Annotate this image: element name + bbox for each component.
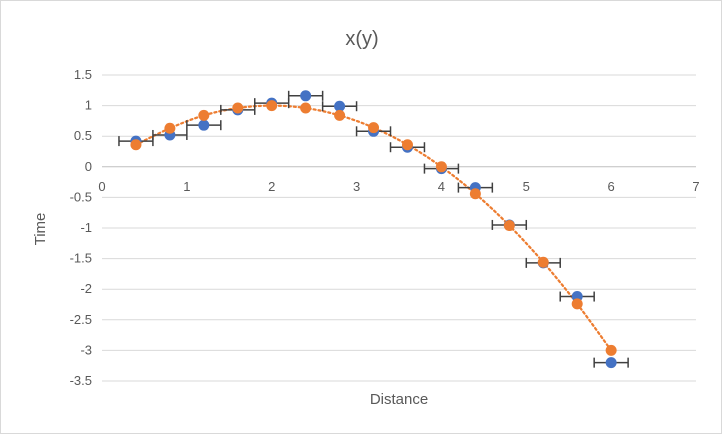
blue-point — [605, 357, 617, 369]
orange-point — [605, 344, 617, 356]
gridlines — [102, 74, 696, 382]
y-tick-label: 0 — [85, 159, 92, 174]
orange-point — [232, 102, 244, 114]
orange-point — [537, 256, 549, 268]
orange-point — [401, 139, 413, 151]
orange-series — [130, 100, 617, 356]
y-tick-label: 1.5 — [74, 67, 92, 82]
x-axis-title: Distance — [370, 391, 428, 408]
orange-point — [198, 109, 210, 121]
orange-point — [300, 102, 312, 114]
x-tick-label: 2 — [268, 179, 275, 194]
orange-point — [368, 122, 380, 134]
orange-point — [469, 188, 481, 200]
x-tick-label: 4 — [438, 179, 445, 194]
y-tick-label: 0.5 — [74, 128, 92, 143]
y-axis-title: Time — [32, 213, 49, 246]
chart-title: x(y) — [345, 28, 378, 50]
x-axis-tick-labels: 0 1 2 3 4 5 6 7 — [98, 179, 699, 194]
orange-point — [503, 220, 515, 232]
y-tick-label: -3.5 — [70, 373, 92, 388]
y-tick-label: -2.5 — [70, 312, 92, 327]
x-tick-label: 1 — [183, 179, 190, 194]
y-tick-label: -3 — [80, 342, 92, 357]
y-tick-label: -1 — [80, 220, 92, 235]
y-tick-label: -1.5 — [70, 251, 92, 266]
y-tick-label: 1 — [85, 98, 92, 113]
x-tick-label: 0 — [98, 179, 105, 194]
orange-point — [571, 298, 583, 310]
x-tick-label: 7 — [692, 179, 699, 194]
y-axis-tick-labels: 1.5 1 0.5 0 -0.5 -1 -1.5 -2 -2.5 -3 -3.5 — [70, 67, 92, 388]
orange-point — [130, 139, 142, 151]
orange-point — [266, 100, 278, 112]
x-tick-label: 6 — [608, 179, 615, 194]
x-tick-label: 3 — [353, 179, 360, 194]
orange-point — [435, 161, 447, 173]
y-tick-label: -2 — [80, 281, 92, 296]
orange-point — [334, 109, 346, 121]
y-tick-label: -0.5 — [70, 189, 92, 204]
blue-point — [198, 119, 210, 131]
blue-point — [334, 100, 346, 112]
x-tick-label: 5 — [523, 179, 530, 194]
blue-point — [300, 90, 312, 102]
orange-point — [164, 122, 176, 134]
